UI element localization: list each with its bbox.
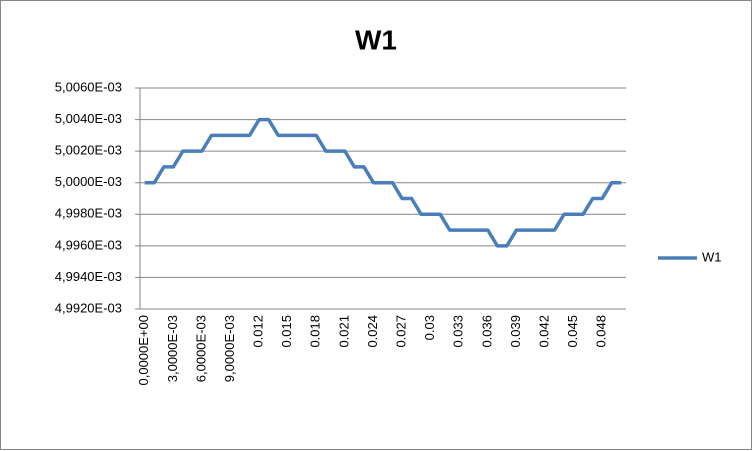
x-tick-label: 0.048	[594, 315, 609, 348]
x-tick-label: 0,0000E+00	[136, 315, 151, 385]
x-tick-label: 0.045	[565, 315, 580, 348]
x-tick-label: 0.036	[479, 315, 494, 348]
x-tick-label: 0.015	[279, 315, 294, 348]
x-tick-label: 0.027	[393, 315, 408, 348]
x-tick-label: 0.021	[336, 315, 351, 348]
x-tick-label: 6,0000E-03	[193, 315, 208, 382]
y-tick-label: 4,9980E-03	[55, 206, 122, 221]
y-tick-label: 4,9960E-03	[55, 237, 122, 252]
x-tick-label: 0.033	[451, 315, 466, 348]
y-tick-label: 5,0040E-03	[55, 111, 122, 126]
x-tick-label: 0.012	[251, 315, 266, 348]
x-tick-label: 3,0000E-03	[165, 315, 180, 382]
x-tick-label: 0.042	[536, 315, 551, 348]
y-tick-label: 5,0020E-03	[55, 143, 122, 158]
y-tick-label: 4,9920E-03	[55, 300, 122, 315]
x-tick-label: 9,0000E-03	[222, 315, 237, 382]
y-tick-label: 5,0060E-03	[55, 79, 122, 94]
legend-label: W1	[702, 249, 722, 264]
x-tick-label: 0.039	[508, 315, 523, 348]
x-tick-label: 0.03	[422, 315, 437, 340]
x-tick-label: 0.024	[365, 315, 380, 348]
x-tick-label: 0.018	[308, 315, 323, 348]
y-tick-label: 5,0000E-03	[55, 174, 122, 189]
chart-title: W1	[355, 24, 397, 55]
series-line	[144, 117, 622, 248]
y-tick-label: 4,9940E-03	[55, 269, 122, 284]
